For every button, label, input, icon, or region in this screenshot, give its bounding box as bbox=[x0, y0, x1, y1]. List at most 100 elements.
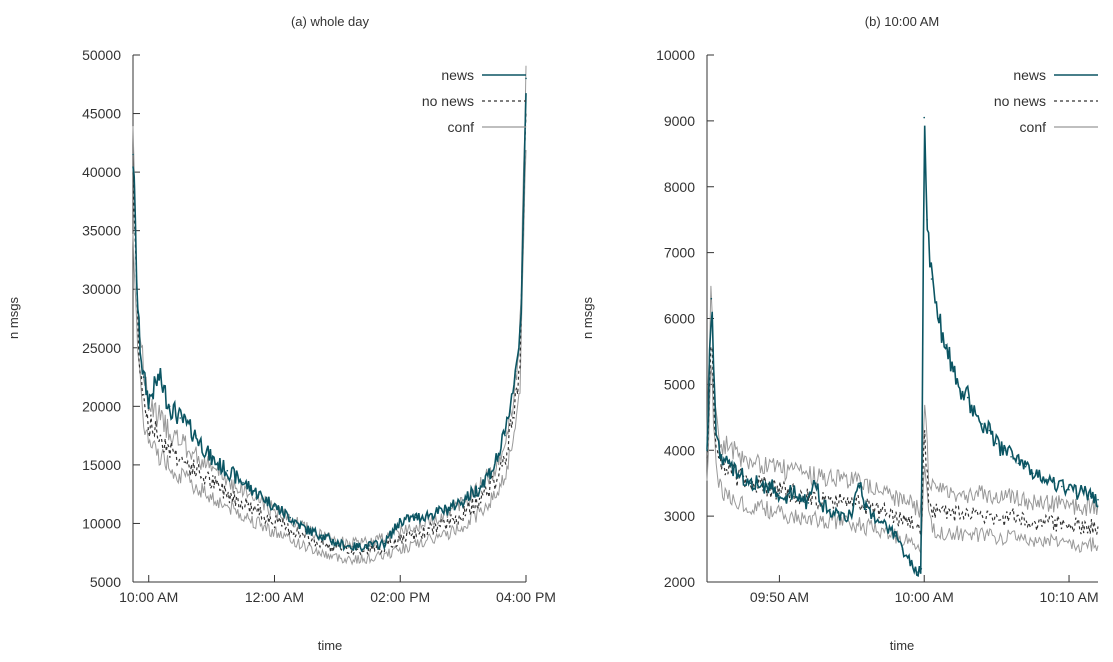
data-point-news bbox=[1017, 462, 1020, 465]
legend-label-no-news: no news bbox=[422, 93, 474, 109]
y-axis-label: n msgs bbox=[6, 297, 21, 339]
series-line-news bbox=[706, 125, 1099, 578]
y-tick-label: 10000 bbox=[656, 47, 695, 63]
y-tick-label: 7000 bbox=[664, 245, 695, 261]
data-point-news bbox=[742, 475, 744, 478]
x-tick-label: 09:50 AM bbox=[750, 589, 809, 605]
series-line-conf-lower bbox=[132, 149, 527, 566]
data-point-news bbox=[1024, 465, 1027, 468]
legend-label-news: news bbox=[1013, 67, 1046, 83]
data-point-news bbox=[714, 429, 717, 432]
data-point-news bbox=[493, 464, 496, 466]
data-point-news bbox=[793, 489, 795, 491]
y-tick-label: 2000 bbox=[664, 574, 695, 590]
data-point-news bbox=[901, 548, 904, 550]
data-point-news bbox=[974, 409, 976, 412]
data-point-news bbox=[1090, 495, 1092, 498]
y-tick-label: 35000 bbox=[82, 223, 121, 239]
data-point-news bbox=[1046, 479, 1049, 481]
y-tick-label: 25000 bbox=[82, 340, 121, 356]
data-point-news bbox=[822, 505, 824, 508]
data-point-news bbox=[771, 485, 773, 488]
data-point-news bbox=[1053, 482, 1056, 485]
series-line-no-news bbox=[132, 112, 527, 556]
y-tick-label: 40000 bbox=[82, 164, 121, 180]
x-axis-label: time bbox=[890, 638, 915, 653]
data-point-news bbox=[478, 487, 480, 490]
chart-panel-whole-day: (a) whole day 5000 10000 15000 20000 25000 300… bbox=[6, 14, 556, 653]
series-line-conf-upper bbox=[706, 285, 1099, 518]
data-point-news bbox=[158, 376, 160, 378]
x-tick-label: 10:00 AM bbox=[119, 589, 178, 605]
y-tick-label: 8000 bbox=[664, 179, 695, 195]
data-point-news bbox=[710, 297, 713, 300]
data-point-news bbox=[865, 508, 868, 511]
data-point-news bbox=[727, 462, 730, 465]
data-point-news bbox=[1010, 456, 1012, 458]
data-point-news bbox=[1097, 498, 1099, 501]
data-point-news bbox=[851, 515, 853, 517]
data-point-news bbox=[195, 434, 197, 437]
data-point-news bbox=[305, 528, 307, 531]
data-point-news bbox=[735, 469, 737, 471]
y-tick-label: 5000 bbox=[664, 376, 695, 392]
data-point-news bbox=[756, 479, 759, 481]
data-point-news bbox=[930, 278, 933, 280]
data-point-news bbox=[446, 508, 449, 511]
data-point-news bbox=[887, 528, 889, 531]
legend-label-news: news bbox=[441, 67, 474, 83]
data-point-news bbox=[336, 542, 339, 545]
data-point-news bbox=[778, 492, 781, 494]
y-tick-label: 6000 bbox=[664, 311, 695, 327]
data-point-news bbox=[872, 515, 875, 517]
data-point-news bbox=[525, 77, 527, 80]
legend-label-no-news: no news bbox=[994, 93, 1046, 109]
data-point-news bbox=[1032, 472, 1034, 475]
data-point-news bbox=[273, 505, 276, 507]
data-point-news bbox=[988, 429, 991, 432]
data-point-news bbox=[908, 561, 911, 563]
data-point-news bbox=[764, 489, 766, 491]
data-point-news bbox=[880, 521, 882, 524]
data-point-news bbox=[352, 546, 354, 548]
data-point-news bbox=[720, 456, 723, 458]
data-point-news bbox=[258, 493, 260, 496]
x-tick-label: 02:00 PM bbox=[370, 589, 430, 605]
x-tick-label: 04:00 PM bbox=[496, 589, 556, 605]
chart-title: (b) 10:00 AM bbox=[865, 14, 939, 29]
y-tick-label: 45000 bbox=[82, 106, 121, 122]
series-line-no-news bbox=[706, 344, 1099, 536]
y-tick-label: 9000 bbox=[664, 113, 695, 129]
x-tick-label: 10:10 AM bbox=[1039, 589, 1098, 605]
data-point-news bbox=[132, 153, 134, 156]
data-point-news bbox=[289, 516, 292, 519]
data-point-news bbox=[514, 370, 517, 373]
data-point-news bbox=[210, 458, 213, 460]
legend-label-conf: conf bbox=[448, 119, 475, 135]
y-tick-label: 15000 bbox=[82, 457, 121, 473]
data-point-news bbox=[920, 568, 923, 570]
y-tick-label: 30000 bbox=[82, 281, 121, 297]
series-line-news bbox=[132, 93, 527, 553]
data-point-news bbox=[1068, 489, 1070, 491]
data-point-news bbox=[1061, 485, 1063, 488]
data-point-news bbox=[147, 399, 150, 402]
y-tick-label: 5000 bbox=[90, 574, 121, 590]
data-point-news bbox=[966, 396, 969, 399]
data-point-news bbox=[706, 449, 708, 452]
data-point-news bbox=[142, 376, 145, 378]
data-point-news bbox=[995, 442, 998, 445]
data-point-news bbox=[179, 417, 181, 419]
y-axis-label: n msgs bbox=[580, 297, 595, 339]
data-point-news bbox=[843, 515, 846, 517]
data-point-news bbox=[800, 498, 802, 501]
data-point-news bbox=[749, 482, 752, 485]
data-point-news bbox=[399, 520, 402, 522]
data-point-news bbox=[981, 423, 983, 425]
data-point-news bbox=[242, 481, 244, 484]
data-point-news bbox=[937, 317, 940, 320]
chart-title: (a) whole day bbox=[291, 14, 370, 29]
x-tick-label: 10:00 AM bbox=[895, 589, 954, 605]
data-point-news bbox=[383, 542, 386, 545]
